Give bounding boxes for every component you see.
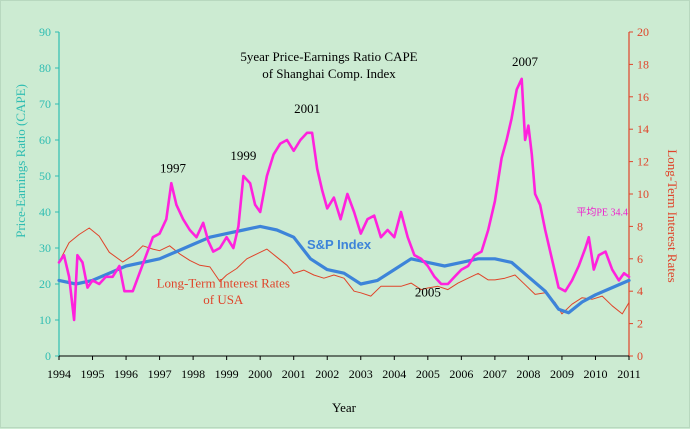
annotation-label: 1999 — [230, 148, 256, 163]
y-right-tick-label: 6 — [637, 252, 643, 266]
x-tick-label: 2004 — [382, 367, 406, 381]
y-right-tick-label: 18 — [637, 57, 649, 71]
tick-labels: 0 10 20 30 40 50 60 70 80 90 0 2 4 6 8 10 12 14 16 18 20 1994… — [39, 25, 649, 381]
annotation-label: 2007 — [512, 54, 539, 69]
interest-rate-line — [58, 227, 630, 315]
annotation-label: 1997 — [160, 160, 187, 175]
chart-title-line-2: of Shanghai Comp. Index — [262, 66, 396, 81]
y-left-tick-label: 70 — [39, 97, 51, 111]
x-tick-label: 2010 — [583, 367, 607, 381]
x-tick-label: 2001 — [282, 367, 306, 381]
y-right-tick-label: 4 — [637, 284, 643, 298]
axes — [55, 31, 633, 360]
x-tick-label: 2005 — [416, 367, 440, 381]
annotation-label: Long-Term Interest Rates — [157, 276, 290, 291]
y-left-tick-label: 30 — [39, 241, 51, 255]
x-tick-label: 2008 — [516, 367, 540, 381]
y-right-tick-label: 2 — [637, 317, 643, 331]
x-tick-label: 1999 — [215, 367, 239, 381]
y-right-tick-label: 20 — [637, 25, 649, 39]
legend-label-sp-index: S&P Index — [307, 237, 372, 252]
sp-index-line — [57, 224, 631, 315]
x-tick-label: 1996 — [114, 367, 138, 381]
x-tick-label: 1995 — [81, 367, 105, 381]
x-tick-label: 2006 — [449, 367, 473, 381]
annotation-label: of USA — [203, 292, 244, 307]
y-left-tick-label: 40 — [39, 205, 51, 219]
x-tick-label: 2009 — [550, 367, 574, 381]
y-right-tick-label: 10 — [637, 187, 649, 201]
y-right-tick-label: 8 — [637, 219, 643, 233]
chart-title-line-1: 5year Price-Earnings Ratio CAPE — [240, 49, 417, 64]
series-lines — [57, 77, 631, 322]
x-axis-label: Year — [332, 400, 357, 415]
x-tick-label: 2002 — [315, 367, 339, 381]
y-right-tick-label: 12 — [637, 155, 649, 169]
annotation-label: 2001 — [294, 101, 320, 116]
y-left-tick-label: 10 — [39, 313, 51, 327]
pe-ratio-line — [57, 77, 631, 322]
y-left-tick-label: 50 — [39, 169, 51, 183]
annotations: 1997 1999 2001 2007 2005 Long-Term Interest R… — [157, 54, 628, 307]
annotation-label: 2005 — [415, 285, 441, 300]
y-axis-right-label: Long-Term Interest Rates — [665, 149, 680, 282]
x-tick-label: 1997 — [148, 367, 172, 381]
y-right-tick-label: 16 — [637, 90, 649, 104]
x-tick-label: 1998 — [181, 367, 205, 381]
y-right-tick-label: 0 — [637, 349, 643, 363]
x-tick-label: 2011 — [617, 367, 641, 381]
y-axis-left-label: Price-Earnings Ratio (CAPE) — [13, 84, 28, 238]
x-tick-label: 2000 — [248, 367, 272, 381]
x-tick-label: 1994 — [47, 367, 71, 381]
y-left-tick-label: 90 — [39, 25, 51, 39]
annotation-label: 平均PE 34.4 — [576, 207, 628, 219]
y-left-tick-label: 0 — [45, 349, 51, 363]
y-left-tick-label: 20 — [39, 277, 51, 291]
x-tick-label: 2003 — [349, 367, 373, 381]
y-left-tick-label: 60 — [39, 133, 51, 147]
y-left-tick-label: 80 — [39, 61, 51, 75]
y-right-tick-label: 14 — [637, 122, 649, 136]
x-tick-label: 2007 — [483, 367, 507, 381]
